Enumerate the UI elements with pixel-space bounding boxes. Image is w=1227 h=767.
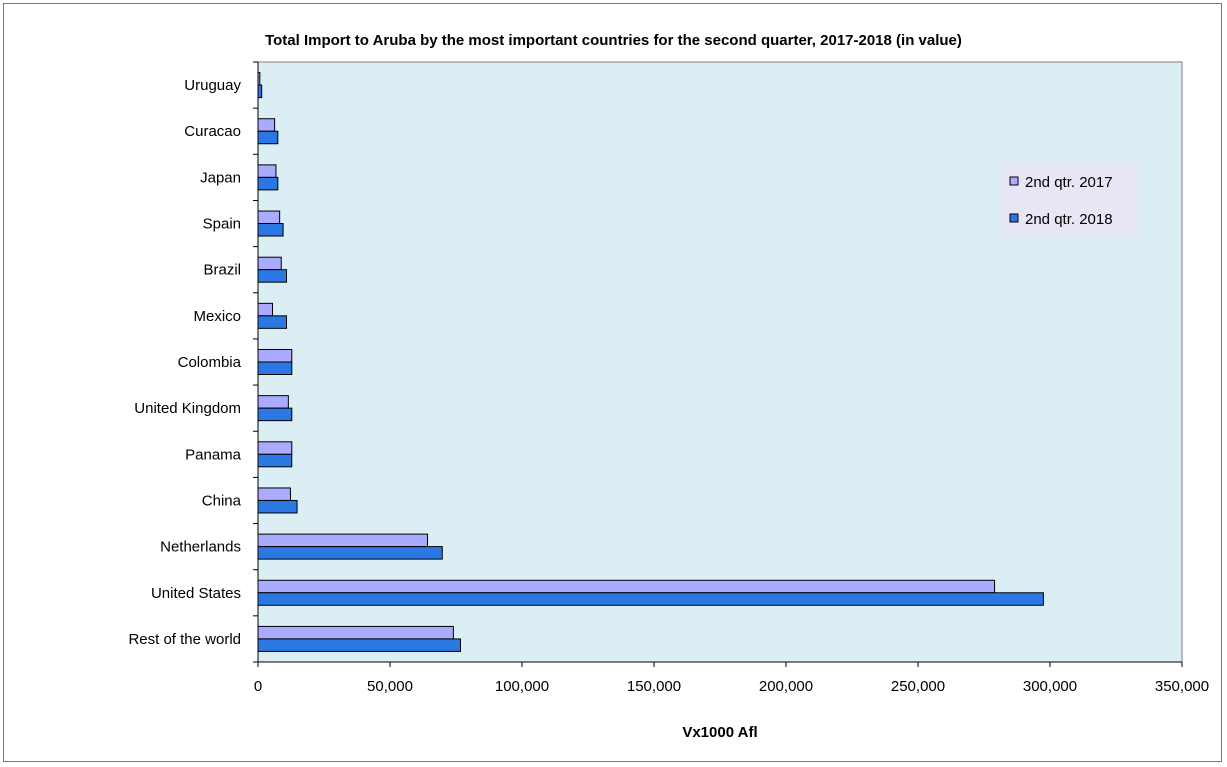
bar-panama-2017 [257, 441, 293, 455]
bar-mexico-2018 [257, 315, 288, 329]
category-label: Colombia [178, 354, 242, 371]
legend-box [1002, 162, 1138, 238]
bar-colombia-2018 [257, 361, 293, 375]
legend-swatch-2017 [1009, 176, 1019, 186]
category-label: Rest of the world [128, 631, 241, 648]
bar-rest-of-the-world-2017 [257, 625, 454, 640]
x-axis-label: Vx1000 Afl [682, 724, 758, 741]
bar-china-2018 [257, 499, 298, 514]
bar-japan-2018 [257, 176, 279, 191]
category-label: Brazil [203, 262, 241, 279]
x-tick-label: 50,000 [367, 678, 413, 695]
bar-united-kingdom-2018 [257, 407, 293, 422]
category-label: China [202, 492, 242, 509]
bar-colombia-2017 [257, 349, 293, 363]
category-label: Netherlands [160, 539, 241, 556]
legend-label-2018: 2nd qtr. 2018 [1025, 211, 1113, 228]
bar-united-states-2018 [257, 592, 1044, 606]
x-tick-label: 150,000 [627, 678, 681, 695]
legend: 2nd qtr. 2017 2nd qtr. 2018 [1002, 162, 1138, 238]
bar-rest-of-the-world-2018 [257, 638, 461, 652]
x-tick-label: 250,000 [891, 678, 945, 695]
legend-swatch-2018 [1009, 213, 1019, 223]
category-label: Mexico [193, 308, 241, 325]
bars-group [257, 72, 1044, 652]
bar-curacao-2018 [257, 130, 279, 145]
category-label: Japan [200, 169, 241, 186]
axes-group: Uruguay Curacao Japan Spain Brazil Mexico Colo… [128, 61, 1209, 695]
category-label: United States [151, 585, 241, 602]
bar-brazil-2018 [257, 269, 288, 283]
bar-spain-2018 [257, 223, 284, 237]
legend-label-2017: 2nd qtr. 2017 [1025, 174, 1113, 191]
bar-mexico-2017 [257, 302, 274, 317]
bar-spain-2017 [257, 210, 281, 225]
category-label: United Kingdom [134, 400, 241, 417]
bar-uruguay-2018 [257, 84, 263, 99]
bar-curacao-2017 [257, 118, 276, 132]
bar-netherlands-2018 [257, 546, 443, 560]
x-tick-label: 0 [254, 678, 262, 695]
bar-japan-2017 [257, 164, 277, 178]
bar-united-kingdom-2017 [257, 395, 289, 409]
bar-panama-2018 [257, 453, 293, 468]
plot-area [257, 61, 1183, 663]
bar-brazil-2017 [257, 256, 282, 271]
x-tick-label: 200,000 [759, 678, 813, 695]
x-tick-label: 300,000 [1023, 678, 1077, 695]
bar-china-2017 [257, 487, 291, 501]
chart-title: Total Import to Aruba by the most import… [265, 32, 962, 49]
category-label: Uruguay [184, 77, 241, 94]
x-tick-label: 100,000 [495, 678, 549, 695]
x-tick-label: 350,000 [1155, 678, 1209, 695]
bar-united-states-2017 [257, 579, 996, 594]
category-label: Panama [185, 446, 242, 463]
category-label: Spain [203, 216, 241, 233]
category-label: Curacao [184, 123, 241, 140]
bar-netherlands-2017 [257, 533, 428, 548]
